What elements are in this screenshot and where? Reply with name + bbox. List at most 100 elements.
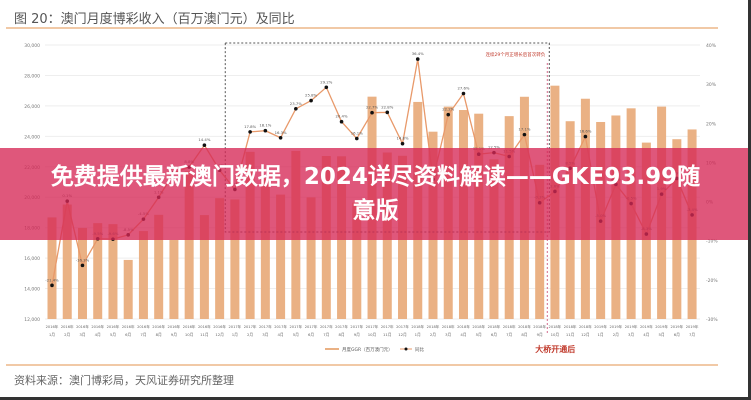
x-tick-month: 4月: [277, 332, 283, 337]
yoy-point: [324, 85, 329, 90]
x-tick-year: 2018年: [579, 324, 592, 329]
x-tick-month: 12月: [215, 332, 224, 337]
chart-title: 图 20：澳门月度博彩收入（百万澳门元）及同比: [14, 12, 295, 27]
x-tick-year: 2017年: [396, 324, 409, 329]
x-tick-year: 2019年: [670, 324, 683, 329]
x-tick-year: 2016年: [76, 324, 89, 329]
yoy-point: [80, 263, 85, 268]
right-tick-label: 40%: [706, 43, 717, 49]
bar: [108, 224, 118, 319]
x-tick-month: 8月: [156, 332, 162, 337]
yoy-data-label: 27.6%: [457, 86, 469, 91]
yoy-data-label: 16.3%: [275, 130, 287, 135]
x-tick-year: 2019年: [625, 324, 638, 329]
yoy-data-label: 16.6%: [579, 129, 591, 134]
x-tick-month: 10月: [551, 332, 560, 337]
x-tick-month: 5月: [110, 332, 116, 337]
x-tick-month: 2月: [64, 332, 70, 337]
x-tick-year: 2019年: [686, 324, 699, 329]
overlay-banner: 免费提供最新澳门数据，2024详尽资料解读——GKE93.99随意版: [0, 148, 751, 240]
x-tick-year: 2018年: [564, 324, 577, 329]
yoy-data-label: 17.1%: [518, 127, 530, 132]
x-tick-month: 9月: [537, 332, 543, 337]
bar: [62, 204, 72, 319]
x-tick-year: 2016年: [168, 324, 181, 329]
right-tick-label: -30%: [706, 317, 718, 323]
x-tick-month: 3月: [628, 332, 634, 337]
bar: [93, 223, 103, 319]
x-tick-year: 2017年: [229, 324, 242, 329]
x-tick-month: 9月: [171, 332, 177, 337]
x-tick-month: 1月: [598, 332, 604, 337]
x-tick-month: 5月: [658, 332, 664, 337]
yoy-data-label: 22.8%: [381, 104, 393, 109]
x-tick-year: 2018年: [533, 324, 546, 329]
x-tick-year: 2016年: [46, 324, 59, 329]
x-tick-year: 2018年: [549, 324, 562, 329]
x-tick-year: 2017年: [244, 324, 257, 329]
bar: [138, 231, 148, 319]
frame-edge-bottom: [0, 397, 751, 400]
yoy-point: [522, 132, 527, 137]
yoy-point: [278, 135, 283, 140]
legend-bar-label: 月度GGR（百万澳门元）: [342, 346, 393, 353]
x-tick-month: 4月: [643, 332, 649, 337]
x-tick-month: 1月: [232, 332, 238, 337]
top-divider: [6, 27, 718, 29]
x-tick-month: 2月: [613, 332, 619, 337]
x-tick-year: 2018年: [518, 324, 531, 329]
x-tick-month: 1月: [49, 332, 55, 337]
banner-text: 免费提供最新澳门数据，2024详尽资料解读——GKE93.99随意版: [50, 164, 701, 224]
x-tick-year: 2017年: [289, 324, 302, 329]
left-tick-label: 28,000: [24, 73, 40, 79]
x-tick-year: 2017年: [305, 324, 318, 329]
yoy-point: [370, 110, 374, 115]
x-tick-year: 2018年: [457, 324, 470, 329]
x-tick-year: 2018年: [503, 324, 516, 329]
yoy-point: [385, 110, 390, 115]
legend-bar-swatch: [325, 348, 339, 350]
yoy-data-label: 17.8%: [244, 124, 256, 129]
left-tick-label: 12,000: [24, 317, 40, 323]
yoy-point: [309, 98, 313, 103]
x-tick-month: 3月: [445, 332, 451, 337]
x-tick-month: 6月: [308, 332, 314, 337]
x-tick-month: 6月: [491, 332, 497, 337]
source-note: 资料来源：澳门博彩局，天风证券研究所整理: [14, 374, 234, 387]
x-tick-year: 2016年: [213, 324, 226, 329]
left-tick-label: 30,000: [24, 43, 40, 49]
x-tick-year: 2019年: [610, 324, 623, 329]
x-tick-year: 2019年: [655, 324, 668, 329]
yoy-data-label: 14.8%: [396, 136, 408, 141]
x-tick-month: 11月: [383, 332, 392, 337]
x-tick-year: 2017年: [350, 324, 363, 329]
bar: [154, 214, 164, 319]
x-tick-year: 2018年: [472, 324, 485, 329]
x-tick-month: 1月: [415, 332, 421, 337]
x-tick-year: 2016年: [61, 324, 74, 329]
x-tick-year: 2016年: [152, 324, 165, 329]
yoy-point: [415, 57, 420, 61]
x-tick-month: 11月: [566, 332, 575, 337]
x-tick-year: 2018年: [411, 324, 424, 329]
left-tick-label: 14,000: [24, 287, 40, 293]
bar: [276, 194, 286, 319]
x-tick-month: 7月: [506, 332, 512, 337]
left-tick-label: 26,000: [24, 104, 40, 110]
yoy-data-label: 23.7%: [290, 101, 302, 106]
x-tick-month: 6月: [125, 332, 131, 337]
yoy-point: [202, 143, 207, 148]
yoy-point: [248, 130, 252, 134]
x-tick-year: 2017年: [320, 324, 333, 329]
yoy-data-label: 16.1%: [351, 131, 363, 136]
yoy-data-label: 12.5%: [488, 145, 500, 150]
x-tick-year: 2017年: [335, 324, 348, 329]
yoy-point: [461, 91, 466, 96]
bar: [352, 202, 362, 319]
yoy-data-label: -21.4%: [45, 277, 59, 282]
yoy-point: [294, 107, 298, 111]
x-tick-month: 12月: [398, 332, 407, 337]
yoy-data-label: 18.1%: [259, 123, 271, 128]
bar: [184, 171, 194, 319]
x-tick-year: 2019年: [640, 324, 653, 329]
